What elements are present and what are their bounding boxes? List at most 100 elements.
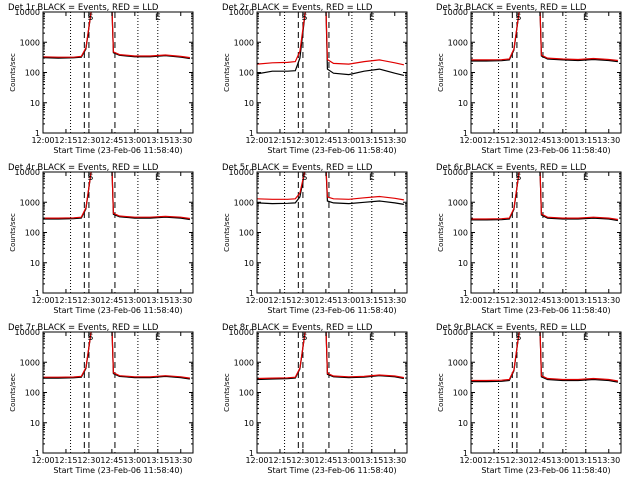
plot-frame bbox=[256, 171, 408, 294]
y-tick-label: 10 bbox=[458, 419, 468, 428]
event-marker-label: E bbox=[583, 333, 589, 343]
y-tick-label: 10000 bbox=[15, 8, 40, 17]
series-line-events bbox=[257, 332, 405, 381]
y-tick-label: 10000 bbox=[229, 168, 254, 177]
x-tick-label: 13:15 bbox=[360, 296, 383, 305]
y-tick-label: 10 bbox=[244, 419, 254, 428]
panel-title: Det 2r BLACK = Events, RED = LLD bbox=[222, 3, 373, 13]
event-marker-label: E bbox=[369, 173, 375, 183]
x-tick-label: 13:00 bbox=[337, 456, 360, 465]
y-tick-label: 10 bbox=[30, 419, 40, 428]
x-tick-label: 12:30 bbox=[505, 136, 528, 145]
series-line-events bbox=[43, 172, 190, 221]
series-line-lld bbox=[471, 332, 618, 382]
x-axis-label: Start Time (23-Feb-06 11:58:40) bbox=[267, 146, 396, 155]
x-tick-label: 13:30 bbox=[597, 136, 620, 145]
x-tick-label: 13:15 bbox=[146, 296, 169, 305]
x-tick-label: 13:30 bbox=[169, 456, 192, 465]
x-tick-label: 12:30 bbox=[77, 136, 100, 145]
event-marker-label: S bbox=[302, 173, 308, 183]
event-marker-label: S bbox=[302, 13, 308, 23]
x-tick-label: 13:00 bbox=[123, 296, 146, 305]
y-tick-label: 100 bbox=[25, 389, 40, 398]
x-tick-label: 13:00 bbox=[551, 456, 574, 465]
plot-frame bbox=[42, 11, 194, 134]
y-tick-label: 10000 bbox=[443, 328, 468, 337]
x-tick-label: 13:00 bbox=[337, 296, 360, 305]
x-tick-label: 12:45 bbox=[528, 456, 551, 465]
event-marker-label: S bbox=[516, 333, 522, 343]
panel-title: Det 9r BLACK = Events, RED = LLD bbox=[436, 323, 587, 333]
y-tick-label: 10 bbox=[244, 259, 254, 268]
x-tick-label: 12:45 bbox=[100, 456, 123, 465]
x-tick-label: 12:45 bbox=[314, 136, 337, 145]
plot-frame bbox=[42, 171, 194, 294]
y-tick-label: 100 bbox=[25, 69, 40, 78]
x-tick-label: 12:00 bbox=[459, 296, 482, 305]
y-tick-label: 10000 bbox=[15, 168, 40, 177]
x-tick-label: 12:00 bbox=[31, 456, 54, 465]
event-marker-label: E bbox=[369, 333, 375, 343]
x-tick-label: 12:30 bbox=[505, 296, 528, 305]
y-axis-label: Counts/sec bbox=[223, 53, 231, 92]
y-axis-label: Counts/sec bbox=[223, 213, 231, 252]
x-tick-label: 13:15 bbox=[146, 456, 169, 465]
x-tick-label: 12:30 bbox=[291, 136, 314, 145]
event-marker-label: S bbox=[516, 13, 522, 23]
y-tick-label: 10000 bbox=[15, 328, 40, 337]
x-tick-label: 12:00 bbox=[459, 456, 482, 465]
y-axis-label: Counts/sec bbox=[9, 213, 17, 252]
x-tick-label: 13:00 bbox=[337, 136, 360, 145]
x-tick-label: 13:30 bbox=[597, 456, 620, 465]
y-tick-label: 1000 bbox=[448, 38, 468, 47]
y-tick-label: 1000 bbox=[448, 358, 468, 367]
y-tick-label: 10000 bbox=[229, 8, 254, 17]
x-tick-label: 13:00 bbox=[123, 136, 146, 145]
x-tick-label: 12:45 bbox=[100, 136, 123, 145]
x-tick-label: 12:15 bbox=[54, 296, 77, 305]
series-line-events bbox=[43, 332, 190, 380]
y-axis-label: Counts/sec bbox=[223, 373, 231, 412]
x-tick-label: 12:30 bbox=[291, 456, 314, 465]
y-tick-label: 1 bbox=[463, 289, 468, 298]
series-line-events bbox=[471, 12, 618, 63]
x-axis-label: Start Time (23-Feb-06 11:58:40) bbox=[481, 306, 610, 315]
x-tick-label: 12:30 bbox=[77, 456, 100, 465]
x-tick-label: 13:00 bbox=[551, 296, 574, 305]
x-tick-label: 12:45 bbox=[314, 296, 337, 305]
x-tick-label: 12:45 bbox=[528, 136, 551, 145]
panel-title: Det 3r BLACK = Events, RED = LLD bbox=[436, 3, 587, 13]
x-tick-label: 12:15 bbox=[268, 136, 291, 145]
event-marker-label: S bbox=[88, 13, 94, 23]
x-tick-label: 13:30 bbox=[383, 456, 406, 465]
y-tick-label: 1000 bbox=[234, 38, 254, 47]
x-tick-label: 12:15 bbox=[482, 136, 505, 145]
x-tick-label: 13:30 bbox=[169, 296, 192, 305]
plot-frame bbox=[470, 171, 622, 294]
series-line-events bbox=[43, 12, 190, 60]
plot-frame bbox=[470, 11, 622, 134]
x-tick-label: 12:30 bbox=[291, 296, 314, 305]
y-tick-label: 1 bbox=[35, 129, 40, 138]
panel-title: Det 6r BLACK = Events, RED = LLD bbox=[436, 163, 587, 173]
x-tick-label: 12:15 bbox=[54, 136, 77, 145]
event-marker-label: E bbox=[369, 13, 375, 23]
y-tick-label: 1 bbox=[35, 289, 40, 298]
x-tick-label: 13:30 bbox=[169, 136, 192, 145]
y-axis-label: Counts/sec bbox=[437, 213, 445, 252]
y-tick-label: 10000 bbox=[443, 168, 468, 177]
panel-title: Det 1r BLACK = Events, RED = LLD bbox=[8, 3, 159, 13]
y-tick-label: 100 bbox=[453, 389, 468, 398]
x-tick-label: 12:30 bbox=[505, 456, 528, 465]
x-tick-label: 13:30 bbox=[383, 136, 406, 145]
x-tick-label: 12:15 bbox=[482, 456, 505, 465]
y-tick-label: 10 bbox=[30, 259, 40, 268]
y-tick-label: 1000 bbox=[448, 198, 468, 207]
series-line-events bbox=[257, 12, 405, 76]
series-line-events bbox=[471, 172, 618, 222]
x-tick-label: 13:00 bbox=[551, 136, 574, 145]
y-tick-label: 1000 bbox=[20, 358, 40, 367]
x-tick-label: 13:30 bbox=[383, 296, 406, 305]
x-tick-label: 12:15 bbox=[482, 296, 505, 305]
